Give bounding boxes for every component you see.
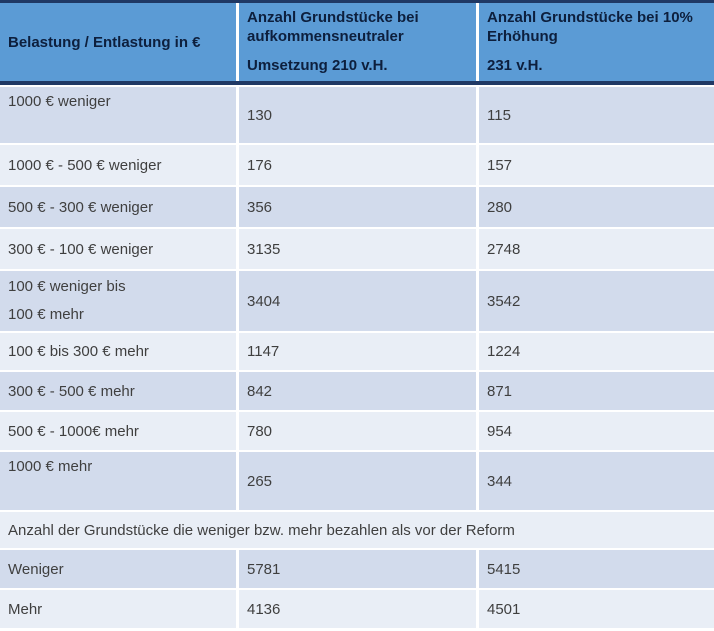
summary-row: Weniger 5781 5415	[0, 550, 714, 588]
header-sublabel: Umsetzung 210 v.H.	[247, 57, 388, 74]
value-cell-increase: 157	[479, 145, 714, 185]
value-cell-increase: 3542	[479, 271, 714, 331]
summary-caption-row: Anzahl der Grundstücke die weniger bzw. …	[0, 512, 714, 548]
value-cell-increase: 344	[479, 452, 714, 510]
table-row: 500 € - 300 € weniger 356 280	[0, 187, 714, 227]
value-cell-neutral: 176	[239, 145, 476, 185]
table-header-row: Belastung / Entlastung in € Anzahl Grund…	[0, 3, 714, 81]
table-row: 100 € weniger bis 100 € mehr 3404 3542	[0, 271, 714, 331]
value-cell-neutral: 780	[239, 412, 476, 450]
value-cell-increase: 2748	[479, 229, 714, 269]
value-cell-neutral: 356	[239, 187, 476, 227]
value-cell-neutral: 3135	[239, 229, 476, 269]
row-label-line2: 100 € mehr	[8, 306, 84, 323]
value-cell-neutral: 842	[239, 372, 476, 410]
row-label-cell: 100 € weniger bis 100 € mehr	[0, 271, 236, 331]
header-sublabel: 231 v.H.	[487, 57, 543, 74]
row-label-cell: 300 € - 100 € weniger	[0, 229, 236, 269]
row-label-cell: 1000 € weniger	[0, 87, 236, 143]
summary-row: Mehr 4136 4501	[0, 590, 714, 628]
row-label-line1: 100 € weniger bis	[8, 278, 126, 295]
header-top-border	[0, 0, 714, 3]
table-row: 100 € bis 300 € mehr 1147 1224	[0, 333, 714, 370]
row-label-cell: Mehr	[0, 590, 236, 628]
table-row: 500 € - 1000€ mehr 780 954	[0, 412, 714, 450]
value-cell-increase: 954	[479, 412, 714, 450]
value-cell-neutral: 5781	[239, 550, 476, 588]
table-row: 1000 € weniger 130 115	[0, 87, 714, 143]
value-cell-increase: 1224	[479, 333, 714, 370]
header-cell-aufkommensneutral: Anzahl Grundstücke bei aufkommensneutral…	[239, 3, 476, 81]
value-cell-neutral: 3404	[239, 271, 476, 331]
value-cell-increase: 115	[479, 87, 714, 143]
row-label-cell: Weniger	[0, 550, 236, 588]
table-row: 300 € - 100 € weniger 3135 2748	[0, 229, 714, 269]
header-cell-belastung: Belastung / Entlastung in €	[0, 3, 236, 81]
header-label: Anzahl Grundstücke bei aufkommensneutral…	[247, 9, 419, 45]
table-row: 1000 € mehr 265 344	[0, 452, 714, 510]
header-bottom-border	[0, 81, 714, 85]
row-label-cell: 100 € bis 300 € mehr	[0, 333, 236, 370]
header-cell-erhoehung: Anzahl Grundstücke bei 10% Erhöhung 231 …	[479, 3, 714, 81]
table-row: 1000 € - 500 € weniger 176 157	[0, 145, 714, 185]
value-cell-increase: 4501	[479, 590, 714, 628]
value-cell-increase: 871	[479, 372, 714, 410]
value-cell-neutral: 4136	[239, 590, 476, 628]
value-cell-increase: 280	[479, 187, 714, 227]
row-label-cell: 1000 € - 500 € weniger	[0, 145, 236, 185]
row-label-cell: 500 € - 1000€ mehr	[0, 412, 236, 450]
row-label-cell: 300 € - 500 € mehr	[0, 372, 236, 410]
value-cell-neutral: 130	[239, 87, 476, 143]
header-label: Belastung / Entlastung in €	[8, 33, 201, 51]
row-label-cell: 500 € - 300 € weniger	[0, 187, 236, 227]
table-row: 300 € - 500 € mehr 842 871	[0, 372, 714, 410]
row-label-cell: 1000 € mehr	[0, 452, 236, 510]
value-cell-neutral: 265	[239, 452, 476, 510]
header-label: Anzahl Grundstücke bei 10% Erhöhung	[487, 9, 693, 45]
value-cell-neutral: 1147	[239, 333, 476, 370]
value-cell-increase: 5415	[479, 550, 714, 588]
